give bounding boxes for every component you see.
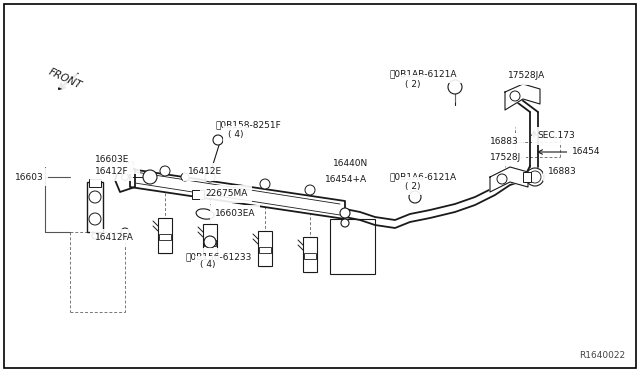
Text: ( 4): ( 4) <box>228 131 243 140</box>
Circle shape <box>205 172 215 182</box>
Text: 16883: 16883 <box>490 138 519 147</box>
Bar <box>203 224 217 259</box>
Text: ( 4): ( 4) <box>200 260 216 269</box>
Text: 17520U: 17520U <box>100 160 135 170</box>
Bar <box>258 231 272 266</box>
Text: FRONT: FRONT <box>47 67 83 91</box>
Text: 16412F: 16412F <box>95 167 129 176</box>
Circle shape <box>409 191 421 203</box>
Bar <box>192 190 204 199</box>
Polygon shape <box>490 167 528 192</box>
Polygon shape <box>115 164 135 192</box>
Text: 16883: 16883 <box>548 167 577 176</box>
Text: Ⓑ0B156-61233: Ⓑ0B156-61233 <box>185 253 252 262</box>
Circle shape <box>121 228 129 236</box>
Text: 16603EA: 16603EA <box>215 209 255 218</box>
Text: 22675MA: 22675MA <box>205 189 248 199</box>
Circle shape <box>89 191 101 203</box>
Circle shape <box>510 91 520 101</box>
Circle shape <box>89 213 101 225</box>
Bar <box>159 234 171 240</box>
Circle shape <box>340 208 350 218</box>
Circle shape <box>526 168 544 186</box>
Circle shape <box>529 171 541 183</box>
Text: 16603E: 16603E <box>95 154 129 164</box>
Polygon shape <box>505 84 540 110</box>
Circle shape <box>92 233 98 239</box>
Circle shape <box>181 173 189 181</box>
Text: 16603: 16603 <box>15 173 44 182</box>
Polygon shape <box>130 169 345 219</box>
Text: 17528JA: 17528JA <box>508 71 545 80</box>
Circle shape <box>305 185 315 195</box>
Text: 16412FA: 16412FA <box>95 234 134 243</box>
Text: 16412E: 16412E <box>188 167 222 176</box>
Circle shape <box>204 236 216 248</box>
Text: Ⓑ0B1AB-6121A: Ⓑ0B1AB-6121A <box>390 70 458 78</box>
Text: Ⓑ0B158-8251F: Ⓑ0B158-8251F <box>215 121 281 129</box>
Circle shape <box>497 174 507 184</box>
Bar <box>89 179 101 187</box>
Ellipse shape <box>196 209 214 219</box>
Circle shape <box>122 173 129 180</box>
Text: ( 2): ( 2) <box>405 80 420 89</box>
Bar <box>523 172 531 182</box>
Text: Ⓑ0B1A6-6121A: Ⓑ0B1A6-6121A <box>390 173 457 182</box>
Circle shape <box>160 166 170 176</box>
Text: 16454+A: 16454+A <box>325 174 367 183</box>
Bar <box>259 247 271 253</box>
Circle shape <box>260 179 270 189</box>
Circle shape <box>213 135 223 145</box>
Text: SEC.173: SEC.173 <box>537 131 575 141</box>
Circle shape <box>341 219 349 227</box>
Bar <box>87 182 103 232</box>
Bar <box>204 240 216 246</box>
Bar <box>304 253 316 259</box>
Circle shape <box>448 80 462 94</box>
Bar <box>330 219 375 274</box>
Text: 16440N: 16440N <box>333 160 368 169</box>
Bar <box>158 218 172 253</box>
Circle shape <box>143 170 157 184</box>
Bar <box>303 237 317 272</box>
Text: ( 2): ( 2) <box>405 182 420 190</box>
Text: 16454: 16454 <box>572 148 600 157</box>
Circle shape <box>121 163 129 171</box>
Text: 17528J: 17528J <box>490 153 521 161</box>
Text: R1640022: R1640022 <box>579 351 625 360</box>
